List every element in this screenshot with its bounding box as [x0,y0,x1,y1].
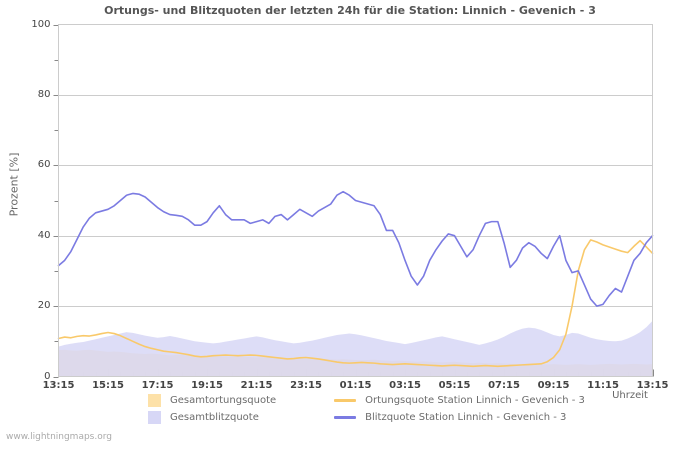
area-series-group [58,320,653,377]
y-tick-label: 0 [44,370,51,382]
x-tick-label: 01:15 [339,379,372,391]
plot-frame [58,24,653,377]
legend-item-ortungsquote-station[interactable]: Ortungsquote Station Linnich - Gevenich … [334,395,628,406]
x-tick-label: 13:15 [42,379,75,391]
area-series [58,320,653,377]
line-series [57,239,654,368]
axis-ticks [53,25,654,378]
legend-area-swatch-icon [148,411,161,424]
x-tick-label: 17:15 [141,379,174,391]
legend-line-swatch-icon [334,416,357,419]
chart-title: Ortungs- und Blitzquoten der letzten 24h… [104,4,596,17]
legend-item-gesamtortungsquote[interactable]: Gesamtortungsquote [148,394,334,407]
gridlines [58,95,653,307]
legend-area-swatch-icon [148,394,161,407]
x-tick-label: 23:15 [290,379,322,391]
y-tick-label: 80 [37,88,51,100]
legend-row-1: Gesamtortungsquote Ortungsquote Station … [148,392,628,409]
x-axis-title: Uhrzeit [612,390,648,401]
x-tick-label: 07:15 [488,379,520,391]
legend-line-swatch-icon [334,399,357,402]
legend-label: Gesamtortungsquote [170,395,277,406]
x-tick-label: 15:15 [92,379,124,391]
watermark: www.lightningmaps.org [6,432,112,442]
legend-label: Gesamtblitzquote [170,412,259,423]
line-series-group [57,190,654,368]
x-tick-label: 03:15 [389,379,421,391]
y-tick-label: 100 [31,18,51,30]
x-tick-label: 13:15 [636,379,669,391]
line-series [57,190,654,307]
y-tick-label: 40 [37,229,51,241]
y-tick-label: 60 [37,159,51,171]
legend-item-blitzquote-station[interactable]: Blitzquote Station Linnich - Gevenich - … [334,412,628,423]
x-tick-label: 09:15 [537,379,570,391]
legend-row-2: Gesamtblitzquote Blitzquote Station Linn… [148,409,628,426]
y-tick-label: 20 [37,300,51,312]
chart-legend: Gesamtortungsquote Ortungsquote Station … [148,392,628,426]
x-tick-label: 19:15 [191,379,223,391]
x-tick-label: 11:15 [587,379,619,391]
legend-item-gesamtblitzquote[interactable]: Gesamtblitzquote [148,411,334,424]
x-tick-label: 21:15 [240,379,273,391]
x-tick-label: 05:15 [438,379,471,391]
legend-label: Blitzquote Station Linnich - Gevenich - … [365,412,567,423]
legend-label: Ortungsquote Station Linnich - Gevenich … [365,395,585,406]
